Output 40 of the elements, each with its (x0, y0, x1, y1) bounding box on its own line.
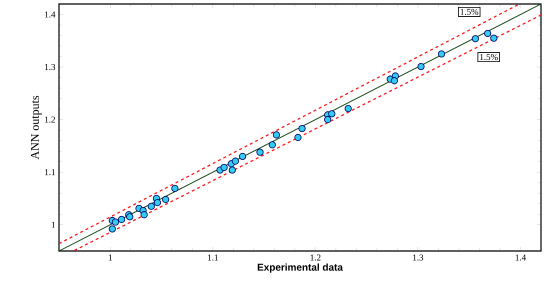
point (272, 131, 280, 138)
annotation: 1.5% (460, 8, 478, 15)
point (148, 202, 155, 210)
point (324, 116, 332, 124)
y-tick-label: 1.4 (45, 11, 56, 18)
point (298, 124, 306, 132)
point (256, 148, 264, 156)
point (171, 184, 178, 192)
point (154, 199, 162, 206)
point (232, 158, 239, 165)
point (112, 218, 119, 226)
point (108, 225, 116, 233)
x-tick-label: 1.3 (413, 254, 424, 261)
y-tick-label: 1.3 (45, 64, 56, 70)
x-tick-label: 1.4 (516, 254, 526, 261)
point (220, 164, 228, 172)
point (490, 34, 498, 42)
y-tick-label: 1.2 (45, 116, 55, 123)
point (118, 216, 126, 224)
point (390, 77, 398, 84)
x-tick-label: 1.1 (208, 254, 218, 261)
point (344, 104, 352, 112)
point (472, 35, 479, 42)
point (238, 152, 246, 160)
point (162, 196, 170, 204)
y-tick-label: 1 (52, 222, 55, 228)
point (268, 141, 276, 148)
point (484, 30, 492, 38)
annotation: 1.5% (480, 54, 498, 60)
y-tick-label: 1.1 (45, 169, 55, 176)
y-axis-title: ANN outputs (30, 96, 42, 160)
x-axis-title: Experimental data (258, 263, 343, 273)
point (438, 50, 446, 58)
point (294, 134, 302, 142)
point (228, 166, 236, 174)
x-tick-label: 1 (108, 254, 112, 260)
point (328, 110, 336, 118)
point (140, 211, 148, 218)
x-tick-label: 1.2 (310, 254, 320, 261)
point (417, 62, 425, 70)
